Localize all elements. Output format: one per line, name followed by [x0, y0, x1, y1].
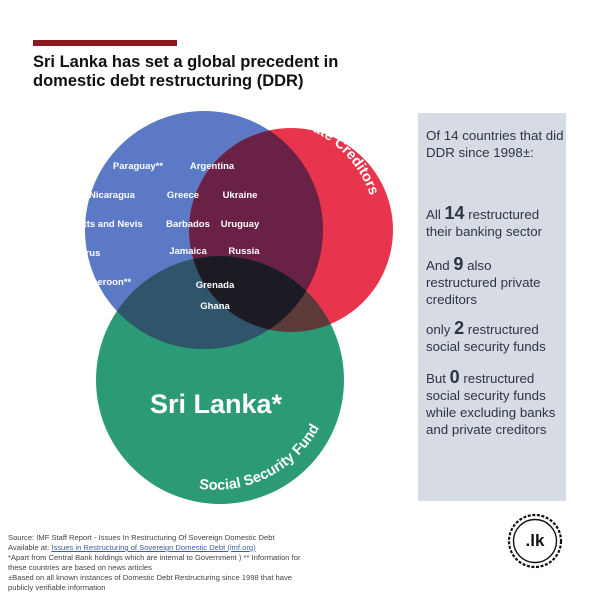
source-line: Source: IMF Staff Report - Issues In Res… [8, 533, 275, 542]
stat-banking-all: All 14 restructured their banking sector [426, 203, 543, 239]
stat-number-14: 14 [444, 203, 465, 223]
footnote-2-line-1: ±Based on all known instances of Domesti… [8, 573, 293, 582]
footer-notes: Source: IMF Staff Report - Issues In Res… [8, 533, 368, 593]
imf-report-link[interactable]: Issues in Restructuring of Sovereign Dom… [51, 543, 256, 552]
stat-private: And 9 also restructured private creditor… [426, 254, 541, 307]
accent-bar [33, 40, 177, 46]
stat-number-0: 0 [449, 367, 460, 387]
country-nicaragua: Nicaragua [89, 190, 136, 201]
country-uruguay: Uruguay [221, 219, 260, 230]
country-russia: Russia [228, 246, 260, 257]
stat-excluding: But 0 restructured social security funds… [426, 367, 556, 437]
country-argentina: Argentina [190, 161, 235, 172]
stat-number-9: 9 [453, 254, 464, 274]
title-line-2: domestic debt restructuring (DDR) [33, 72, 304, 90]
footnote-1-line-1: *Apart from Central Bank holdings which … [8, 553, 301, 562]
lk-logo-text: .lk [525, 531, 545, 550]
availability-line: Available at: Issues in Restructuring of… [8, 543, 256, 552]
stat-social-security: only 2 restructured social security fund… [426, 318, 546, 354]
country-jamaica: Jamaica [169, 246, 207, 257]
country-cyprus: Cyprus [68, 248, 101, 259]
country-st-kitts-and-nevis: St. Kitts and Nevis [59, 219, 142, 230]
stat-number-2: 2 [454, 318, 465, 338]
lk-logo-icon [507, 513, 563, 569]
ddr-stats-panel: Of 14 countries that did DDR since 1998±… [418, 113, 566, 501]
country-greece: Greece [167, 190, 199, 201]
country-ghana: Ghana [200, 301, 230, 312]
country-paraguay: Paraguay** [113, 161, 163, 172]
country-ukraine: Ukraine [223, 190, 258, 201]
venn-diagram: Banking Sector Private Creditors Social … [59, 111, 393, 504]
country-cameroon: Cameroon** [77, 277, 132, 288]
title-line-1: Sri Lanka has set a global precedent in [33, 53, 339, 71]
footnote-2-line-2: publicly verifiable information [8, 583, 106, 592]
panel-intro: Of 14 countries that did DDR since 1998±… [426, 128, 564, 160]
page-title: Sri Lanka has set a global precedent in … [33, 53, 413, 91]
country-grenada: Grenada [196, 280, 235, 291]
country-barbados: Barbados [166, 219, 210, 230]
sri-lanka-label: Sri Lanka* [150, 389, 283, 419]
footnote-1-line-2: these countries are based on news articl… [8, 563, 152, 572]
